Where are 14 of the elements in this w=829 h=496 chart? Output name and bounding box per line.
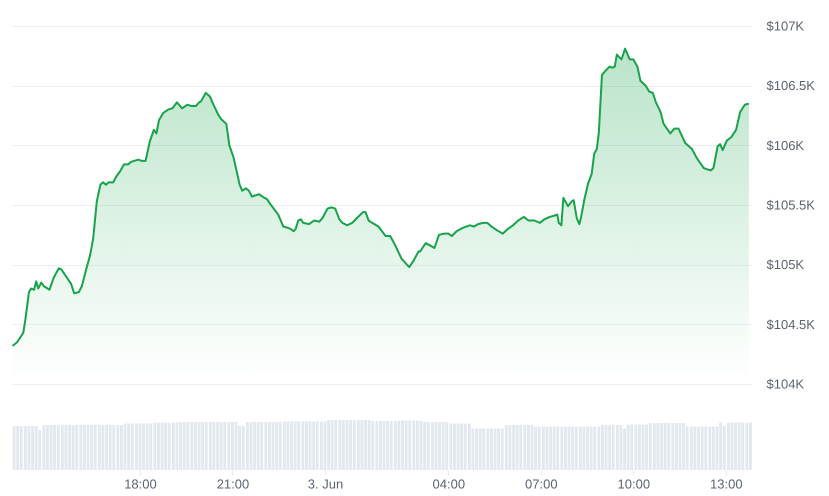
y-tick-label: $107K xyxy=(766,18,804,34)
y-tick-label: $105K xyxy=(766,257,804,272)
x-tick-label: 21:00 xyxy=(216,476,250,492)
y-tick-label: $106.5K xyxy=(766,78,816,94)
x-tick-label: 04:00 xyxy=(432,476,466,492)
x-tick-label: 07:00 xyxy=(525,476,558,492)
x-tick-label: 10:00 xyxy=(618,476,650,492)
x-tick-label: 13:00 xyxy=(710,476,743,492)
y-tick-label: $104K xyxy=(766,376,804,392)
y-tick-label: $106K xyxy=(766,138,804,153)
x-tick-label: 18:00 xyxy=(124,476,157,492)
y-tick-label: $105.5K xyxy=(766,198,816,212)
x-tick-label: 3. Jun xyxy=(308,476,344,492)
y-tick-label: $104.5K xyxy=(766,316,816,332)
